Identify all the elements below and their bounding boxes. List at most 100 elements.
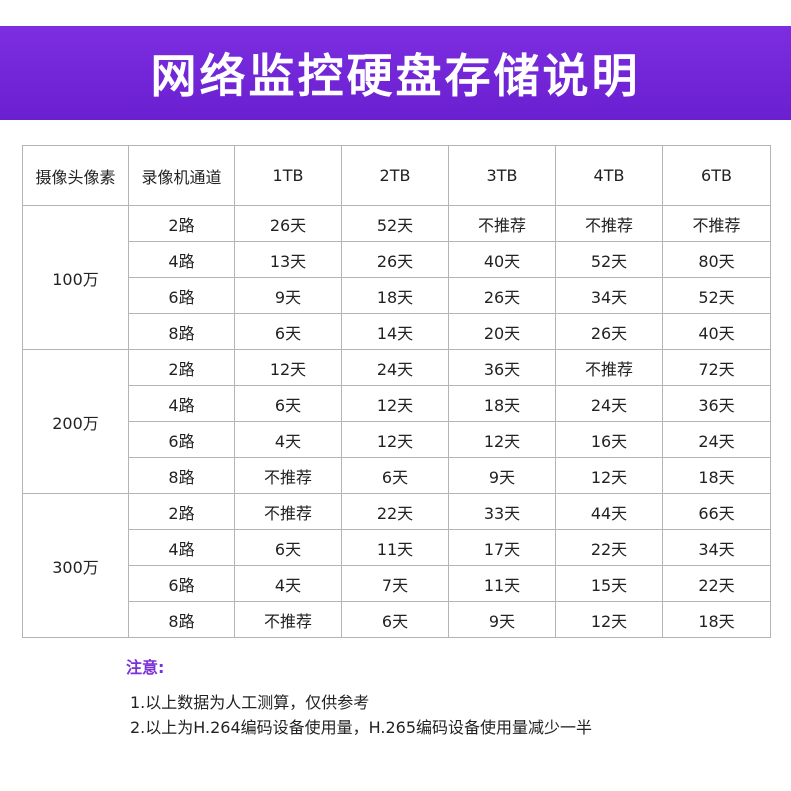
duration-cell: 66天 bbox=[662, 493, 771, 530]
duration-cell: 6天 bbox=[341, 457, 449, 494]
note-item: 2.以上为H.264编码设备使用量，H.265编码设备使用量减少一半 bbox=[130, 718, 593, 737]
duration-cell: 34天 bbox=[555, 277, 663, 314]
header-channel: 录像机通道 bbox=[128, 145, 235, 206]
channel-cell: 4路 bbox=[128, 529, 235, 566]
duration-cell: 不推荐 bbox=[662, 205, 771, 242]
duration-cell: 12天 bbox=[341, 421, 449, 458]
channel-cell: 8路 bbox=[128, 457, 235, 494]
table-row: 300万 2路 不推荐 22天 33天 44天 66天 bbox=[22, 493, 771, 638]
duration-cell: 22天 bbox=[341, 493, 449, 530]
duration-cell: 24天 bbox=[341, 349, 449, 386]
duration-cell: 52天 bbox=[341, 205, 449, 242]
table-row: 8路 不推荐 6天 9天 12天 18天 bbox=[23, 601, 771, 638]
channel-cell: 2路 bbox=[128, 493, 235, 530]
table-row: 6路 9天 18天 26天 34天 52天 bbox=[23, 277, 771, 314]
channel-cell: 4路 bbox=[128, 385, 235, 422]
duration-cell: 不推荐 bbox=[555, 205, 663, 242]
duration-cell: 12天 bbox=[555, 601, 663, 638]
table-row: 200万 2路 12天 24天 36天 不推荐 72天 bbox=[22, 349, 771, 494]
page-title: 网络监控硬盘存储说明 bbox=[150, 49, 641, 103]
duration-cell: 72天 bbox=[662, 349, 771, 386]
duration-cell: 18天 bbox=[662, 457, 771, 494]
table-row: 6路 4天 12天 12天 16天 24天 bbox=[23, 421, 771, 458]
pixel-cell: 100万 bbox=[22, 205, 129, 350]
pixel-cell: 200万 bbox=[22, 349, 129, 494]
duration-cell: 14天 bbox=[341, 313, 449, 350]
duration-cell: 34天 bbox=[662, 529, 771, 566]
table-row: 4路 13天 26天 40天 52天 80天 bbox=[23, 241, 771, 278]
table-row: 100万 2路 26天 52天 不推荐 不推荐 不推荐 bbox=[22, 205, 771, 350]
duration-cell: 9天 bbox=[448, 601, 556, 638]
header-3tb: 3TB bbox=[448, 145, 556, 206]
pixel-cell: 300万 bbox=[22, 493, 129, 638]
duration-cell: 52天 bbox=[662, 277, 771, 314]
duration-cell: 18天 bbox=[448, 385, 556, 422]
storage-table: 摄像头像素 录像机通道 1TB 2TB 3TB 4TB 6TB 100万 2路 26… bbox=[22, 145, 771, 638]
duration-cell: 12天 bbox=[555, 457, 663, 494]
channel-cell: 8路 bbox=[128, 601, 235, 638]
duration-cell: 不推荐 bbox=[234, 457, 342, 494]
duration-cell: 26天 bbox=[555, 313, 663, 350]
header-1tb: 1TB bbox=[234, 145, 342, 206]
duration-cell: 26天 bbox=[448, 277, 556, 314]
header-4tb: 4TB bbox=[555, 145, 663, 206]
table-row: 4路 6天 11天 17天 22天 34天 bbox=[23, 529, 771, 566]
duration-cell: 不推荐 bbox=[555, 349, 663, 386]
duration-cell: 4天 bbox=[234, 421, 342, 458]
duration-cell: 9天 bbox=[234, 277, 342, 314]
duration-cell: 17天 bbox=[448, 529, 556, 566]
duration-cell: 11天 bbox=[341, 529, 449, 566]
duration-cell: 44天 bbox=[555, 493, 663, 530]
duration-cell: 不推荐 bbox=[234, 493, 342, 530]
duration-cell: 52天 bbox=[555, 241, 663, 278]
duration-cell: 26天 bbox=[234, 205, 342, 242]
duration-cell: 11天 bbox=[448, 565, 556, 602]
duration-cell: 18天 bbox=[662, 601, 771, 638]
channel-cell: 4路 bbox=[128, 241, 235, 278]
duration-cell: 12天 bbox=[341, 385, 449, 422]
note-item: 1.以上数据为人工测算，仅供参考 bbox=[130, 693, 370, 712]
duration-cell: 12天 bbox=[448, 421, 556, 458]
duration-cell: 24天 bbox=[555, 385, 663, 422]
duration-cell: 不推荐 bbox=[448, 205, 556, 242]
duration-cell: 13天 bbox=[234, 241, 342, 278]
duration-cell: 24天 bbox=[662, 421, 771, 458]
title-banner: 网络监控硬盘存储说明 bbox=[0, 26, 791, 120]
notes-heading: 注意: bbox=[126, 658, 165, 677]
table-row: 6路 4天 7天 11天 15天 22天 bbox=[23, 565, 771, 602]
duration-cell: 6天 bbox=[341, 601, 449, 638]
table-row: 8路 不推荐 6天 9天 12天 18天 bbox=[23, 457, 771, 494]
channel-cell: 6路 bbox=[128, 421, 235, 458]
channel-cell: 2路 bbox=[128, 205, 235, 242]
duration-cell: 4天 bbox=[234, 565, 342, 602]
duration-cell: 33天 bbox=[448, 493, 556, 530]
duration-cell: 6天 bbox=[234, 313, 342, 350]
duration-cell: 6天 bbox=[234, 385, 342, 422]
duration-cell: 9天 bbox=[448, 457, 556, 494]
duration-cell: 40天 bbox=[448, 241, 556, 278]
header-row: 摄像头像素 录像机通道 1TB 2TB 3TB 4TB 6TB bbox=[22, 145, 771, 206]
header-2tb: 2TB bbox=[341, 145, 449, 206]
header-6tb: 6TB bbox=[662, 145, 771, 206]
header-pixel: 摄像头像素 bbox=[22, 145, 129, 206]
duration-cell: 6天 bbox=[234, 529, 342, 566]
duration-cell: 36天 bbox=[662, 385, 771, 422]
duration-cell: 20天 bbox=[448, 313, 556, 350]
channel-cell: 2路 bbox=[128, 349, 235, 386]
duration-cell: 18天 bbox=[341, 277, 449, 314]
table-row: 4路 6天 12天 18天 24天 36天 bbox=[23, 385, 771, 422]
duration-cell: 36天 bbox=[448, 349, 556, 386]
duration-cell: 26天 bbox=[341, 241, 449, 278]
duration-cell: 22天 bbox=[555, 529, 663, 566]
duration-cell: 80天 bbox=[662, 241, 771, 278]
duration-cell: 不推荐 bbox=[234, 601, 342, 638]
channel-cell: 6路 bbox=[128, 565, 235, 602]
duration-cell: 15天 bbox=[555, 565, 663, 602]
duration-cell: 40天 bbox=[662, 313, 771, 350]
channel-cell: 8路 bbox=[128, 313, 235, 350]
duration-cell: 7天 bbox=[341, 565, 449, 602]
duration-cell: 12天 bbox=[234, 349, 342, 386]
channel-cell: 6路 bbox=[128, 277, 235, 314]
duration-cell: 22天 bbox=[662, 565, 771, 602]
table-row: 8路 6天 14天 20天 26天 40天 bbox=[23, 313, 771, 350]
